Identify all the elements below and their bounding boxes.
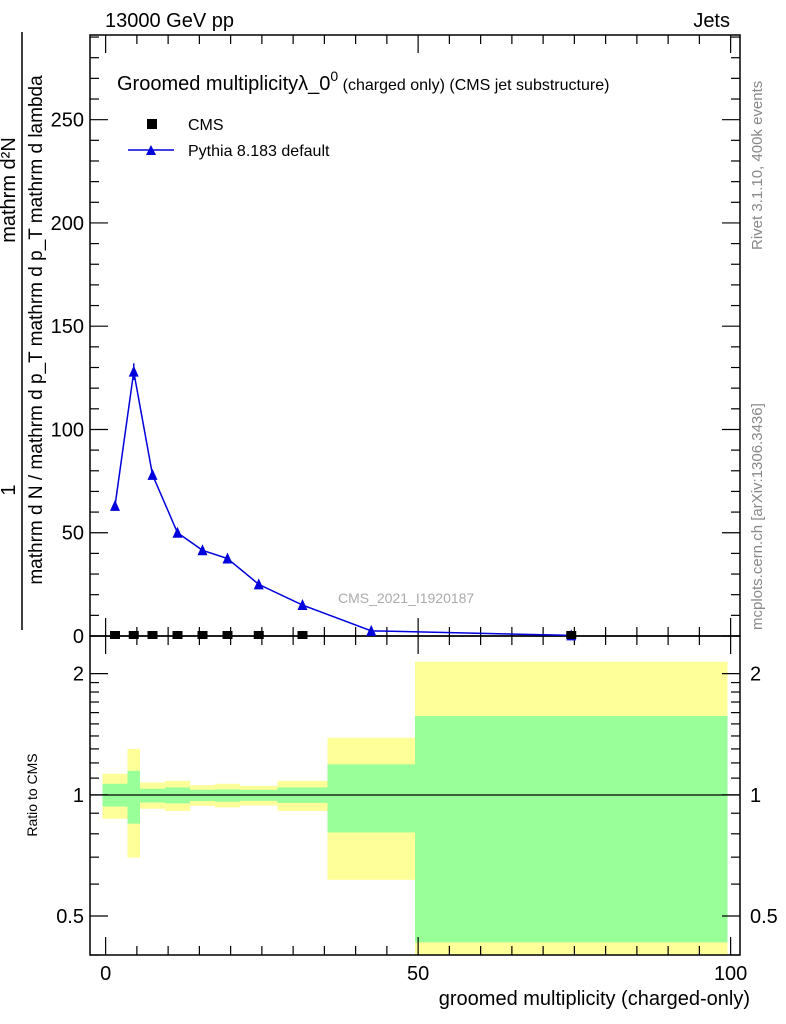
ylabel-den: mathrm d N / mathrm d p_T mathrm d p_T m…	[26, 75, 47, 585]
y-tick-label: 100	[51, 419, 84, 441]
x-tick-label: 100	[714, 963, 747, 985]
cms-point	[197, 631, 208, 639]
pythia-point	[110, 499, 120, 511]
pythia-point	[128, 365, 139, 377]
ylabel-num-2: mathrm d²N	[0, 137, 20, 243]
cms-point	[147, 631, 158, 639]
pythia-point	[253, 578, 264, 590]
pythia-point	[222, 552, 233, 564]
cms-point	[566, 631, 577, 639]
title-rest: (charged only) (CMS jet substructure)	[338, 77, 609, 94]
pythia-point	[172, 526, 183, 538]
ylabel-num-1: 1	[0, 484, 20, 495]
y-tick-label: 50	[62, 523, 84, 545]
ratio-band-inner	[127, 770, 140, 824]
xlabel: groomed multiplicity (charged-only)	[439, 988, 750, 1010]
ratio-y-tick-label-right: 1	[750, 785, 761, 807]
ratio-y-tick-label-right: 0.5	[750, 906, 778, 928]
plot-title: Groomed multiplicityλ_00 (charged only) …	[117, 68, 609, 95]
y-tick-label: 200	[51, 213, 84, 235]
ratio-band-inner	[327, 764, 415, 833]
ratio-band-inner	[215, 789, 240, 802]
ratio-band-inner	[415, 715, 728, 943]
pythia-line	[114, 371, 572, 637]
x-tick-label: 50	[407, 963, 429, 985]
ratio-band-inner	[140, 788, 165, 803]
cms-point	[172, 631, 183, 639]
legend-pythia-marker	[146, 145, 156, 155]
y-tick-label: 150	[51, 316, 84, 338]
ratio-y-tick-label-right: 2	[750, 664, 761, 686]
pythia-point	[197, 544, 208, 556]
cms-point	[110, 631, 120, 639]
title-main: Groomed multiplicityλ_0	[117, 73, 330, 95]
cms-series	[110, 631, 577, 639]
y-tick-label: 0	[73, 626, 84, 648]
ratio-ylabel: Ratio to CMS	[24, 753, 40, 836]
y-tick-label: 250	[51, 110, 84, 132]
legend-cms-marker	[147, 119, 157, 129]
watermark: CMS_2021_I1920187	[338, 590, 474, 606]
title-sup: 0	[330, 68, 338, 84]
header-right: Jets	[693, 10, 730, 32]
mcplots-label: mcplots.cern.ch [arXiv:1306.3436]	[749, 403, 766, 630]
cms-point	[128, 631, 139, 639]
ratio-y-tick-label: 2	[73, 664, 84, 686]
pythia-point	[147, 468, 158, 480]
ratio-bands	[102, 661, 728, 955]
x-tick-label: 0	[100, 963, 111, 985]
ratio-y-tick-label: 0.5	[56, 906, 84, 928]
pythia-point	[297, 599, 308, 611]
legend-pythia-label: Pythia 8.183 default	[188, 143, 330, 160]
pythia-point	[366, 624, 377, 636]
ratio-frame	[89, 635, 741, 956]
cms-point	[253, 631, 264, 639]
rivet-label: Rivet 3.1.10, 400k events	[749, 81, 766, 250]
cms-point	[297, 631, 308, 639]
header-left: 13000 GeV pp	[105, 10, 234, 32]
legend-cms-label: CMS	[188, 117, 224, 134]
ratio-y-tick-label: 1	[73, 785, 84, 807]
cms-point	[222, 631, 233, 639]
